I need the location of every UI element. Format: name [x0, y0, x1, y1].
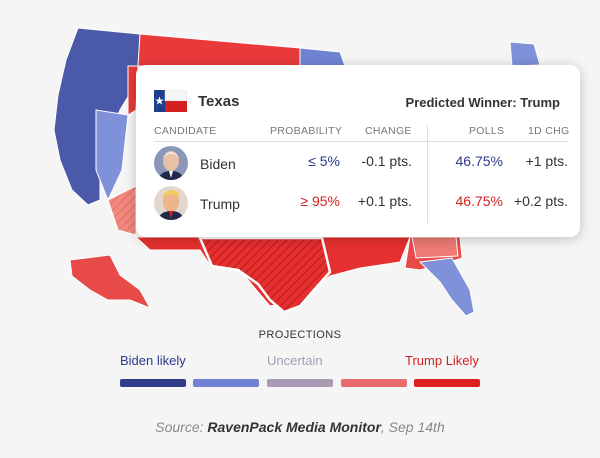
- map-region-alaska[interactable]: [69, 254, 152, 309]
- header-candidate: CANDIDATE: [154, 125, 217, 137]
- biden-avatar: [154, 146, 188, 180]
- source-name[interactable]: RavenPack Media Monitor: [207, 419, 381, 435]
- header-polls: POLLS: [469, 125, 505, 137]
- legend-label-trump-likely: Trump Likely: [405, 353, 479, 368]
- change-trump: +0.1 pts.: [357, 193, 412, 209]
- legend-label-uncertain: Uncertain: [267, 353, 323, 368]
- texas-flag-icon: [154, 90, 187, 112]
- map-region-nevada[interactable]: [95, 109, 129, 202]
- map-region-arizona[interactable]: [107, 185, 137, 236]
- map-region-texas[interactable]: [198, 236, 332, 314]
- header-change: CHANGE: [365, 125, 412, 137]
- probability-biden: ≤ 5%: [308, 153, 340, 169]
- legend-bar-lean-trump: [341, 379, 407, 387]
- candidate-name-trump: Trump: [200, 196, 240, 212]
- polls-trump: 46.75%: [455, 193, 503, 209]
- map-region-florida[interactable]: [418, 257, 475, 317]
- map-region-northeast[interactable]: [509, 41, 541, 67]
- candidate-name-biden: Biden: [200, 156, 236, 172]
- state-detail-card: Texas Predicted Winner: Trump CANDIDATE …: [136, 65, 580, 237]
- source-prefix: Source:: [155, 419, 204, 435]
- state-name: Texas: [198, 93, 240, 110]
- legend-bar-biden-likely: [120, 379, 186, 387]
- header-probability: PROBABILITY: [270, 125, 343, 137]
- column-divider: [427, 125, 428, 223]
- legend-bar-trump-likely: [414, 379, 480, 387]
- polls-biden: 46.75%: [455, 153, 503, 169]
- map-region-georgia[interactable]: [411, 236, 459, 259]
- header-divider: [154, 141, 568, 142]
- map-region-northern-red[interactable]: [137, 33, 301, 67]
- source-date: , Sep 14th: [380, 419, 445, 435]
- legend-bar-uncertain: [267, 379, 333, 387]
- map-region-minnesota[interactable]: [299, 47, 346, 67]
- projections-title: PROJECTIONS: [258, 329, 342, 341]
- legend-label-biden-likely: Biden likely: [120, 353, 186, 368]
- change-biden: -0.1 pts.: [361, 153, 412, 169]
- legend-bar-lean-biden: [193, 379, 259, 387]
- trump-avatar: [154, 186, 188, 220]
- probability-trump: ≥ 95%: [300, 193, 340, 209]
- chg1d-trump: +0.2 pts.: [513, 193, 568, 209]
- header-1d-chg: 1D CHG: [528, 125, 570, 137]
- predicted-winner: Predicted Winner: Trump: [405, 95, 560, 110]
- source-line: Source: RavenPack Media Monitor, Sep 14t…: [0, 419, 600, 435]
- chg1d-biden: +1 pts.: [525, 153, 568, 169]
